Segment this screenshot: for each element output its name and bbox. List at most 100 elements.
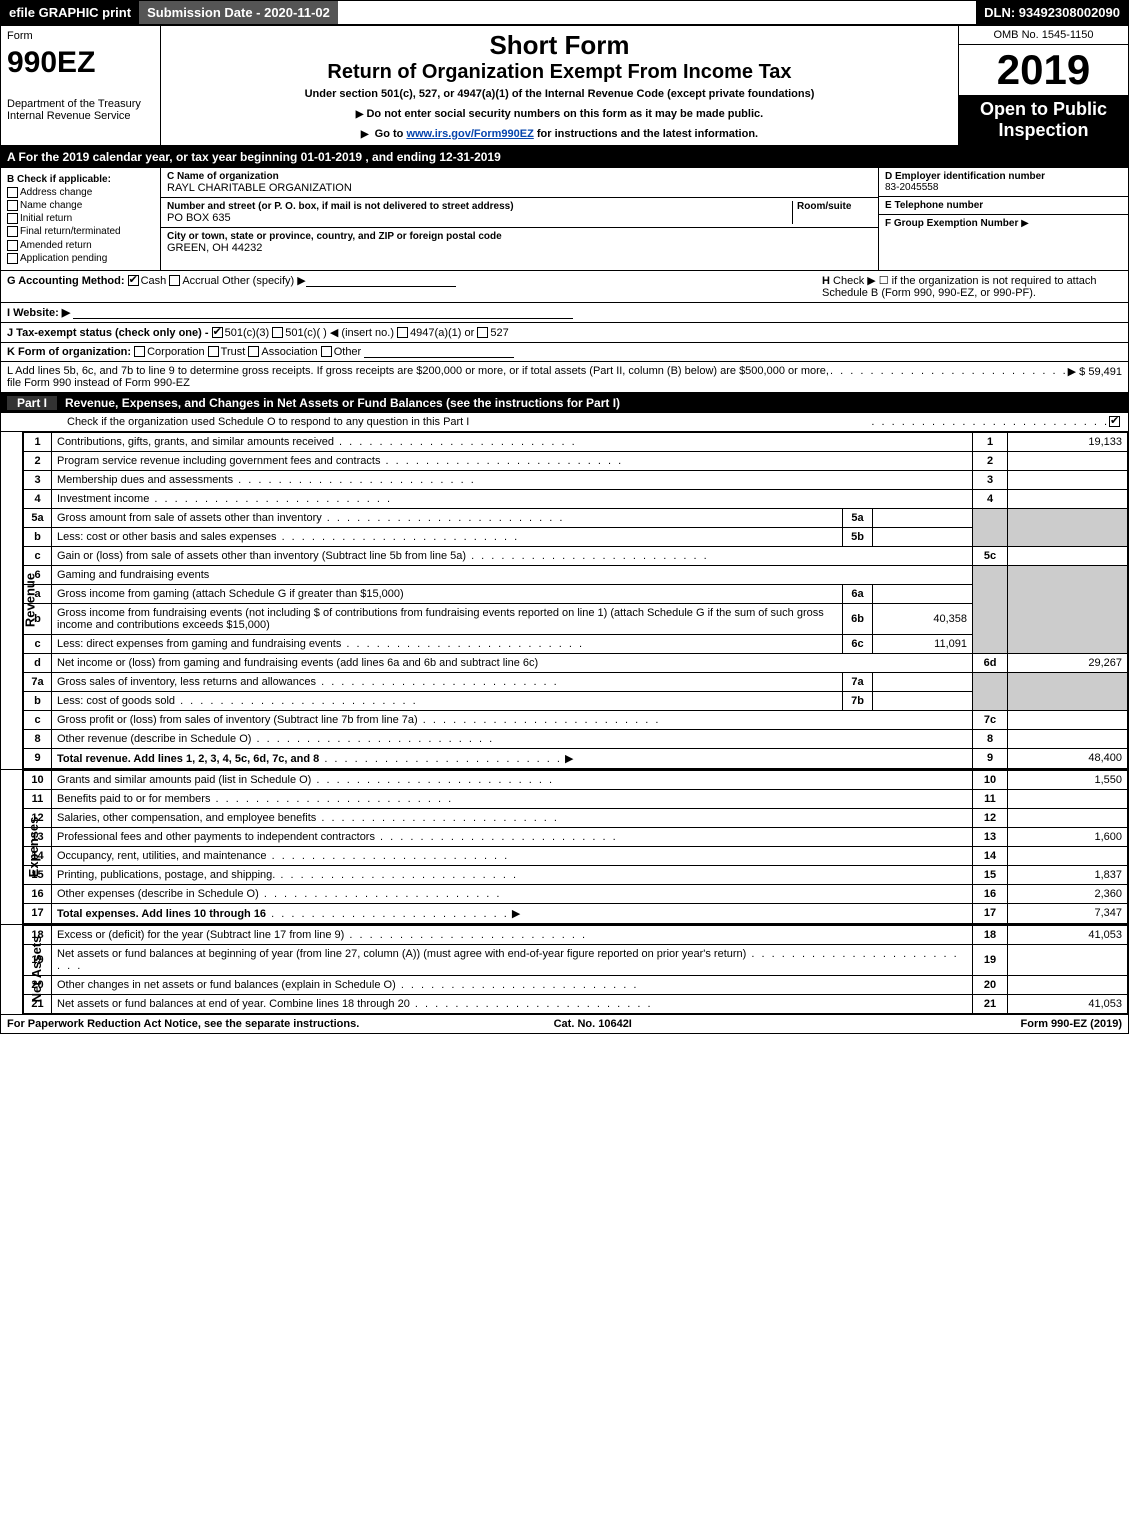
checkbox-address-change[interactable] (7, 187, 18, 198)
line-k: K Form of organization: Corporation Trus… (1, 343, 1128, 362)
netassets-section: Net Assets 18Excess or (deficit) for the… (1, 925, 1128, 1015)
return-title: Return of Organization Exempt From Incom… (165, 61, 954, 84)
cb-pend: Application pending (20, 253, 107, 264)
revenue-vlabel: Revenue (1, 432, 23, 769)
header-center: Short Form Return of Organization Exempt… (161, 26, 958, 145)
goto-note: Go to www.irs.gov/Form990EZ for instruct… (165, 128, 954, 140)
checkbox-cash[interactable] (128, 275, 139, 286)
dept-treasury: Department of the Treasury (7, 98, 154, 110)
submission-date: Submission Date - 2020-11-02 (139, 1, 338, 24)
addr-label: Number and street (or P. O. box, if mail… (167, 201, 792, 212)
checkbox-name-change[interactable] (7, 200, 18, 211)
expenses-section: Expenses 10Grants and similar amounts pa… (1, 770, 1128, 925)
short-form-title: Short Form (165, 30, 954, 61)
table-row: 15Printing, publications, postage, and s… (24, 865, 1128, 884)
j-o3: 4947(a)(1) or (410, 327, 474, 339)
checkbox-501c[interactable] (272, 327, 283, 338)
table-row: 5aGross amount from sale of assets other… (24, 508, 1128, 527)
line-j: J Tax-exempt status (check only one) - 5… (1, 323, 1128, 343)
part1-header: Part I Revenue, Expenses, and Changes in… (1, 393, 1128, 413)
j-o2: 501(c)( ) ◀ (insert no.) (285, 327, 394, 339)
other-org-input[interactable] (364, 346, 514, 358)
section-b: B Check if applicable: Address change Na… (1, 168, 161, 270)
revenue-section: Revenue 1Contributions, gifts, grants, a… (1, 432, 1128, 770)
table-row: 17Total expenses. Add lines 10 through 1… (24, 903, 1128, 923)
topbar: efile GRAPHIC print Submission Date - 20… (1, 1, 1128, 26)
table-row: 6Gaming and fundraising events (24, 565, 1128, 584)
checkbox-assoc[interactable] (248, 346, 259, 357)
irs-link[interactable]: www.irs.gov/Form990EZ (406, 128, 533, 140)
room-label: Room/suite (792, 201, 872, 224)
f-arrow: ▶ (1021, 218, 1029, 229)
omb-no: OMB No. 1545-1150 (959, 26, 1128, 45)
goto-post: for instructions and the latest informat… (537, 128, 758, 140)
table-row: bGross income from fundraising events (n… (24, 603, 1128, 634)
header: Form 990EZ Department of the Treasury In… (1, 26, 1128, 147)
goto-pre: Go to (375, 128, 407, 140)
table-row: bLess: cost of goods sold7b (24, 691, 1128, 710)
revenue-table: 1Contributions, gifts, grants, and simil… (23, 432, 1128, 769)
checkbox-pending[interactable] (7, 253, 18, 264)
table-row: 20Other changes in net assets or fund ba… (24, 975, 1128, 994)
checkbox-schedule-o[interactable] (1109, 416, 1120, 427)
form-page: efile GRAPHIC print Submission Date - 20… (0, 0, 1129, 1034)
k-trust: Trust (221, 346, 246, 358)
arrow-icon (361, 128, 372, 140)
cb-init: Initial return (20, 213, 72, 224)
j-label: J Tax-exempt status (check only one) - (7, 327, 209, 339)
checkbox-final-return[interactable] (7, 226, 18, 237)
table-row: cLess: direct expenses from gaming and f… (24, 634, 1128, 653)
table-row: 12Salaries, other compensation, and empl… (24, 808, 1128, 827)
g-label: G Accounting Method: (7, 275, 125, 287)
checkbox-amended[interactable] (7, 240, 18, 251)
table-row: bLess: cost or other basis and sales exp… (24, 527, 1128, 546)
part1-sub: Check if the organization used Schedule … (7, 416, 871, 428)
h-text: Check ▶ ☐ if the organization is not req… (822, 275, 1097, 299)
part1-subnote: Check if the organization used Schedule … (1, 413, 1128, 432)
checkbox-initial-return[interactable] (7, 213, 18, 224)
line-g-h: G Accounting Method: Cash Accrual Other … (1, 271, 1128, 303)
checkbox-501c3[interactable] (212, 327, 223, 338)
k-assoc: Association (261, 346, 317, 358)
table-row: aGross income from gaming (attach Schedu… (24, 584, 1128, 603)
table-row: cGross profit or (loss) from sales of in… (24, 710, 1128, 729)
checkbox-other-org[interactable] (321, 346, 332, 357)
efile-print[interactable]: efile GRAPHIC print (1, 1, 139, 24)
footer: For Paperwork Reduction Act Notice, see … (1, 1015, 1128, 1033)
line-i: I Website: ▶ (1, 303, 1128, 323)
table-row: 2Program service revenue including gover… (24, 451, 1128, 470)
footer-mid: Cat. No. 10642I (554, 1018, 632, 1030)
g-accrual: Accrual (182, 275, 219, 287)
checkbox-trust[interactable] (208, 346, 219, 357)
section-b-label: B Check if applicable: (7, 174, 154, 185)
dln: DLN: 93492308002090 (976, 1, 1128, 24)
table-row: 13Professional fees and other payments t… (24, 827, 1128, 846)
checkbox-527[interactable] (477, 327, 488, 338)
part1-label: Part I (7, 396, 57, 410)
cb-addr: Address change (20, 187, 92, 198)
website-input[interactable] (73, 307, 573, 319)
table-row: 8Other revenue (describe in Schedule O)8 (24, 729, 1128, 748)
expenses-table: 10Grants and similar amounts paid (list … (23, 770, 1128, 924)
table-row: 16Other expenses (describe in Schedule O… (24, 884, 1128, 903)
i-label: I Website: ▶ (7, 307, 70, 319)
table-row: cGain or (loss) from sale of assets othe… (24, 546, 1128, 565)
table-row: 3Membership dues and assessments3 (24, 470, 1128, 489)
table-row: 19Net assets or fund balances at beginni… (24, 944, 1128, 975)
expenses-vlabel: Expenses (1, 770, 23, 924)
g-other: Other (specify) ▶ (222, 275, 306, 287)
checkbox-4947[interactable] (397, 327, 408, 338)
j-o1: 501(c)(3) (225, 327, 270, 339)
table-row: 21Net assets or fund balances at end of … (24, 994, 1128, 1013)
cb-name: Name change (20, 200, 82, 211)
cb-amend: Amended return (20, 240, 92, 251)
checkbox-corp[interactable] (134, 346, 145, 357)
netassets-table: 18Excess or (deficit) for the year (Subt… (23, 925, 1128, 1014)
k-corp: Corporation (147, 346, 204, 358)
c-label: C Name of organization (167, 171, 872, 182)
l-amount: ▶ $ 59,491 (1068, 365, 1122, 389)
table-row: 1Contributions, gifts, grants, and simil… (24, 432, 1128, 451)
other-input[interactable] (306, 275, 456, 287)
j-o4: 527 (490, 327, 508, 339)
checkbox-accrual[interactable] (169, 275, 180, 286)
